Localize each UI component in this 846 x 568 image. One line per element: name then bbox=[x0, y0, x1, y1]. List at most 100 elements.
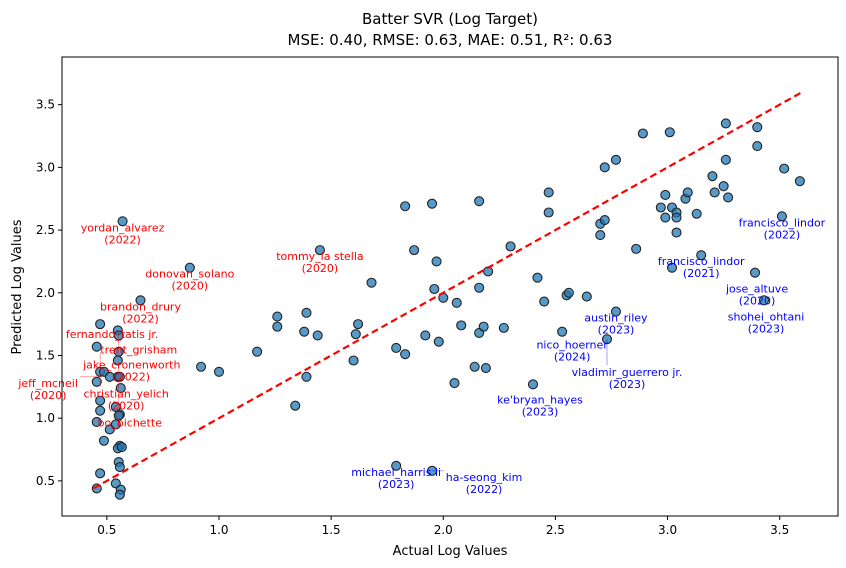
axes-frame bbox=[61, 56, 839, 517]
point-annotation-name: francisco_lindor bbox=[658, 255, 745, 268]
point-annotation-year: (2022) bbox=[764, 228, 801, 241]
point-annotation: nico_hoerner(2024) bbox=[536, 339, 608, 364]
data-point bbox=[610, 154, 622, 165]
data-point bbox=[95, 468, 106, 479]
point-annotation-year: (2021) bbox=[683, 267, 720, 280]
data-point bbox=[758, 295, 770, 306]
chart-subtitle: MSE: 0.40, RMSE: 0.63, MAE: 0.51, R²: 0.… bbox=[288, 31, 613, 49]
point-annotation-name: christian_yelich bbox=[83, 388, 168, 401]
data-point bbox=[474, 282, 485, 293]
data-point bbox=[114, 462, 125, 473]
point-annotation-name: tommy_la stella bbox=[276, 250, 363, 263]
point-annotation: francisco_lindor(2021) bbox=[658, 255, 745, 280]
data-point bbox=[299, 326, 310, 337]
y-tick-label: 3.5 bbox=[36, 98, 55, 112]
data-point bbox=[631, 243, 642, 254]
data-point bbox=[301, 371, 312, 382]
y-tick-label: 3.0 bbox=[36, 160, 55, 174]
data-point bbox=[110, 419, 121, 430]
point-annotation: vladimir_guerrero jr.(2023) bbox=[572, 366, 683, 391]
data-point bbox=[581, 291, 592, 302]
point-annotation-name: jose_altuve bbox=[725, 283, 788, 296]
data-point bbox=[114, 371, 125, 382]
data-point bbox=[117, 216, 128, 227]
data-point bbox=[429, 283, 440, 295]
point-annotation-year: (2023) bbox=[522, 405, 559, 418]
point-annotation: yordan_alvarez(2022) bbox=[81, 221, 165, 246]
data-point bbox=[350, 329, 361, 340]
data-point bbox=[682, 187, 693, 198]
data-point bbox=[184, 262, 195, 273]
point-annotation: shohei_ohtani(2023) bbox=[728, 310, 805, 335]
data-point bbox=[91, 416, 102, 427]
y-tick-label: 1.5 bbox=[36, 348, 55, 362]
point-annotation: bo_bichette bbox=[98, 417, 163, 430]
point-annotation-name: jake_cronenworth bbox=[82, 358, 180, 371]
data-point bbox=[720, 118, 731, 129]
point-annotation: jose_altuve(2020) bbox=[725, 283, 788, 308]
data-point bbox=[112, 355, 123, 366]
y-axis-label: Predicted Log Values bbox=[10, 219, 25, 354]
data-point bbox=[135, 295, 146, 306]
point-annotation: christian_yelich(2020) bbox=[83, 388, 168, 413]
data-point bbox=[95, 319, 106, 330]
data-point bbox=[671, 212, 682, 223]
data-point bbox=[779, 163, 790, 174]
data-point bbox=[595, 230, 606, 241]
data-point bbox=[433, 336, 444, 347]
data-point bbox=[431, 256, 442, 267]
point-annotation-name: michael_harris ii bbox=[351, 466, 441, 479]
point-annotation-year: (2020) bbox=[30, 389, 67, 402]
data-point bbox=[91, 376, 102, 387]
point-annotation: brandon_drury(2022) bbox=[100, 300, 181, 325]
y-tick-label: 2.0 bbox=[36, 286, 55, 300]
point-annotation-year: (2022) bbox=[104, 233, 141, 246]
point-annotation: tommy_la stella(2020) bbox=[276, 250, 363, 275]
point-annotation-name: ke'bryan_hayes bbox=[497, 393, 583, 406]
point-annotation-name: austin_riley bbox=[584, 312, 648, 325]
point-annotation-name: donovan_solano bbox=[145, 268, 234, 281]
point-annotation-name: fernando_tatis jr. bbox=[66, 328, 159, 341]
data-point bbox=[391, 342, 402, 354]
point-annotation: jeff_mcneil(2020) bbox=[17, 377, 78, 402]
data-point bbox=[301, 307, 312, 318]
point-annotation-year: (2023) bbox=[598, 324, 635, 337]
data-point bbox=[660, 212, 671, 223]
data-point bbox=[664, 127, 675, 138]
data-point bbox=[599, 162, 610, 173]
data-point bbox=[498, 322, 509, 333]
data-point bbox=[451, 297, 462, 308]
point-annotation-name: vladimir_guerrero jr. bbox=[572, 366, 683, 379]
data-point bbox=[478, 321, 489, 332]
data-point bbox=[104, 371, 115, 382]
point-annotation-name: yordan_alvarez bbox=[81, 221, 165, 234]
data-point bbox=[366, 277, 377, 288]
point-annotation: trent_grisham bbox=[100, 343, 177, 356]
data-point bbox=[599, 214, 610, 226]
reference-line bbox=[92, 91, 803, 490]
data-point bbox=[709, 187, 720, 198]
x-tick-label: 0.5 bbox=[97, 523, 116, 537]
x-tick-label: 1.0 bbox=[209, 523, 228, 537]
data-point bbox=[480, 362, 491, 374]
data-point bbox=[637, 128, 648, 139]
data-point bbox=[505, 241, 516, 252]
data-point bbox=[348, 355, 359, 366]
point-annotation-name: jeff_mcneil bbox=[17, 377, 78, 390]
data-point bbox=[312, 330, 323, 341]
data-point bbox=[213, 366, 225, 377]
point-annotation: jake_cronenworth(2022) bbox=[82, 358, 180, 383]
data-point bbox=[776, 211, 787, 222]
point-annotation-year: (2022) bbox=[113, 370, 150, 383]
point-annotation-year: (2022) bbox=[466, 483, 503, 496]
point-annotation-year: (2020) bbox=[172, 280, 209, 293]
annotation-leaders bbox=[79, 330, 608, 472]
data-point bbox=[752, 122, 763, 133]
data-point bbox=[539, 296, 550, 307]
data-point bbox=[723, 192, 734, 203]
point-annotation-year: (2024) bbox=[554, 351, 591, 364]
data-point bbox=[95, 395, 106, 406]
data-point bbox=[752, 140, 763, 152]
x-tick-label: 3.5 bbox=[770, 523, 789, 537]
data-point bbox=[400, 201, 411, 212]
